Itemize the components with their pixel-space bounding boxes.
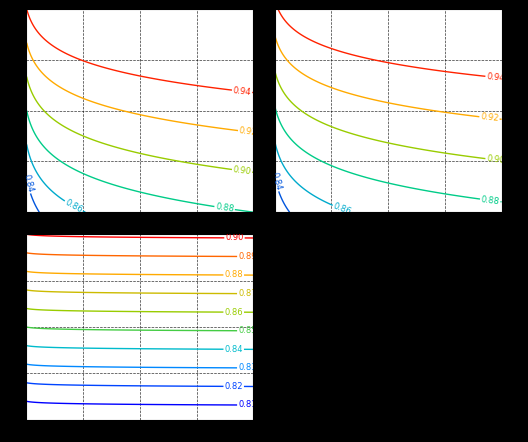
Text: 0.90: 0.90 bbox=[225, 233, 244, 242]
Text: 0.86: 0.86 bbox=[63, 198, 84, 215]
Text: 0.84: 0.84 bbox=[21, 174, 34, 194]
Text: 0.88: 0.88 bbox=[480, 195, 500, 206]
Text: 0.84: 0.84 bbox=[224, 345, 243, 354]
Text: 0.85: 0.85 bbox=[238, 326, 257, 335]
Text: 0.87: 0.87 bbox=[238, 289, 257, 298]
Text: 0.84: 0.84 bbox=[269, 171, 282, 192]
Text: 0.90: 0.90 bbox=[486, 154, 505, 165]
Text: 0.89: 0.89 bbox=[238, 252, 257, 261]
Text: 0.92: 0.92 bbox=[480, 112, 499, 123]
Text: 0.81: 0.81 bbox=[238, 400, 257, 410]
Text: 0.88: 0.88 bbox=[224, 271, 243, 279]
Text: 0.92: 0.92 bbox=[239, 126, 258, 137]
Text: 0.88: 0.88 bbox=[215, 202, 234, 214]
Text: 0.94: 0.94 bbox=[486, 72, 505, 83]
Text: 0.94: 0.94 bbox=[232, 86, 252, 97]
Text: 0.83: 0.83 bbox=[238, 363, 257, 373]
Text: 0.86: 0.86 bbox=[332, 202, 353, 217]
Text: 0.86: 0.86 bbox=[224, 308, 243, 316]
Text: 0.82: 0.82 bbox=[224, 382, 243, 391]
Text: 0.90: 0.90 bbox=[232, 165, 252, 176]
